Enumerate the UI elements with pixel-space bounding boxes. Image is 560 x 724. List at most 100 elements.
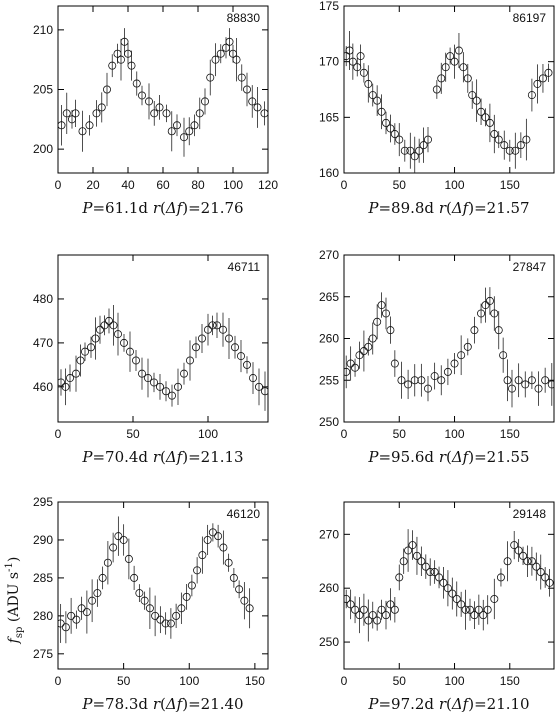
- data-point: [454, 46, 463, 55]
- data-point: [105, 316, 114, 325]
- data-point: [100, 321, 109, 330]
- data-point: [58, 619, 65, 628]
- period-caption: P=61.1d r(Δf)=21.76: [81, 199, 243, 217]
- data-point: [437, 74, 446, 83]
- data-point: [468, 91, 477, 100]
- data-point: [92, 109, 101, 118]
- data-point: [505, 146, 514, 155]
- data-point: [519, 551, 528, 560]
- data-point: [532, 562, 541, 571]
- data-point: [346, 359, 355, 368]
- data-point: [417, 376, 426, 385]
- data-point: [534, 384, 543, 393]
- data-point: [377, 301, 386, 310]
- data-point: [470, 611, 479, 620]
- data-point: [514, 546, 523, 555]
- star-id-label: 88830: [227, 11, 261, 25]
- data-point: [541, 376, 550, 385]
- x-tick-label: 0: [341, 178, 348, 192]
- panel-29148: 0 50 100 150 250 260 270 29148 P=97.2d r(Δf)=21.…: [319, 501, 555, 713]
- data-point: [212, 321, 221, 330]
- data-point: [203, 325, 212, 334]
- data-point: [523, 557, 532, 566]
- data-point: [503, 557, 512, 566]
- x-tick-label: 150: [500, 674, 520, 688]
- data-point: [126, 347, 135, 356]
- x-tick-label: 0: [55, 178, 62, 192]
- data-point: [88, 596, 97, 605]
- data-point: [381, 118, 390, 127]
- data-point: [120, 338, 129, 347]
- data-point: [408, 541, 417, 550]
- y-tick-label: 165: [319, 110, 339, 124]
- data-point: [232, 55, 241, 64]
- plot-frame: [343, 254, 555, 423]
- x-tick-label: 50: [393, 674, 407, 688]
- data-point: [193, 566, 202, 575]
- y-tick-label: 285: [33, 571, 53, 585]
- data-point: [386, 124, 395, 133]
- data-point: [496, 573, 505, 582]
- data-point: [179, 369, 188, 378]
- data-point: [61, 382, 70, 391]
- period-caption: P=70.4d r(Δf)=21.13: [81, 448, 243, 466]
- data-point: [235, 585, 244, 594]
- data-point: [198, 551, 207, 560]
- panel-46120: 0 50 100 150 275 280 285 290 295 46120 P=78.3d r(Δ…: [33, 495, 269, 713]
- y-tick-label: 480: [33, 292, 53, 306]
- data-point: [503, 376, 512, 385]
- data-point: [93, 589, 102, 598]
- x-tick-label: 100: [179, 674, 199, 688]
- data-point: [72, 369, 81, 378]
- data-point: [76, 356, 85, 365]
- data-point: [219, 543, 228, 552]
- data-point: [547, 380, 554, 389]
- data-point: [167, 127, 176, 136]
- data-point: [423, 135, 432, 144]
- data-point: [124, 554, 133, 563]
- data-point: [344, 367, 351, 376]
- data-point: [248, 374, 257, 383]
- data-point: [395, 135, 404, 144]
- y-tick-label: 210: [33, 23, 53, 37]
- data-point: [415, 146, 424, 155]
- data-point: [527, 557, 536, 566]
- x-tick-label: 100: [445, 178, 465, 192]
- data-point: [236, 352, 245, 361]
- data-point: [507, 384, 516, 393]
- data-point: [465, 605, 474, 614]
- data-point: [410, 152, 419, 161]
- plot-frame: [343, 501, 555, 670]
- data-point: [544, 68, 553, 77]
- data-point: [96, 325, 105, 334]
- x-tick-label: 50: [393, 178, 407, 192]
- data-point: [245, 604, 254, 613]
- data-point: [395, 573, 404, 582]
- data-point: [351, 363, 360, 372]
- data-point: [421, 562, 430, 571]
- data-point: [377, 605, 386, 614]
- data-point: [390, 605, 399, 614]
- data-point: [516, 141, 525, 150]
- data-point: [348, 57, 357, 66]
- y-tick-label: 255: [319, 373, 339, 387]
- x-tick-label: 50: [117, 674, 131, 688]
- x-tick-label: 0: [341, 674, 348, 688]
- y-tick-label: 260: [319, 581, 339, 595]
- data-point: [87, 343, 96, 352]
- data-point: [441, 63, 450, 72]
- data-point: [114, 532, 123, 541]
- x-tick-label: 60: [156, 178, 170, 192]
- star-id-label: 46120: [227, 507, 261, 521]
- data-point: [117, 55, 126, 64]
- plot-frame: [343, 5, 555, 174]
- data-point: [151, 611, 160, 620]
- data-point: [173, 382, 182, 391]
- data-point: [494, 135, 503, 144]
- data-point: [479, 611, 488, 620]
- data-point: [242, 85, 251, 94]
- x-tick-label: 0: [55, 427, 62, 441]
- data-point: [208, 321, 217, 330]
- data-point: [463, 74, 472, 83]
- data-point: [224, 334, 233, 343]
